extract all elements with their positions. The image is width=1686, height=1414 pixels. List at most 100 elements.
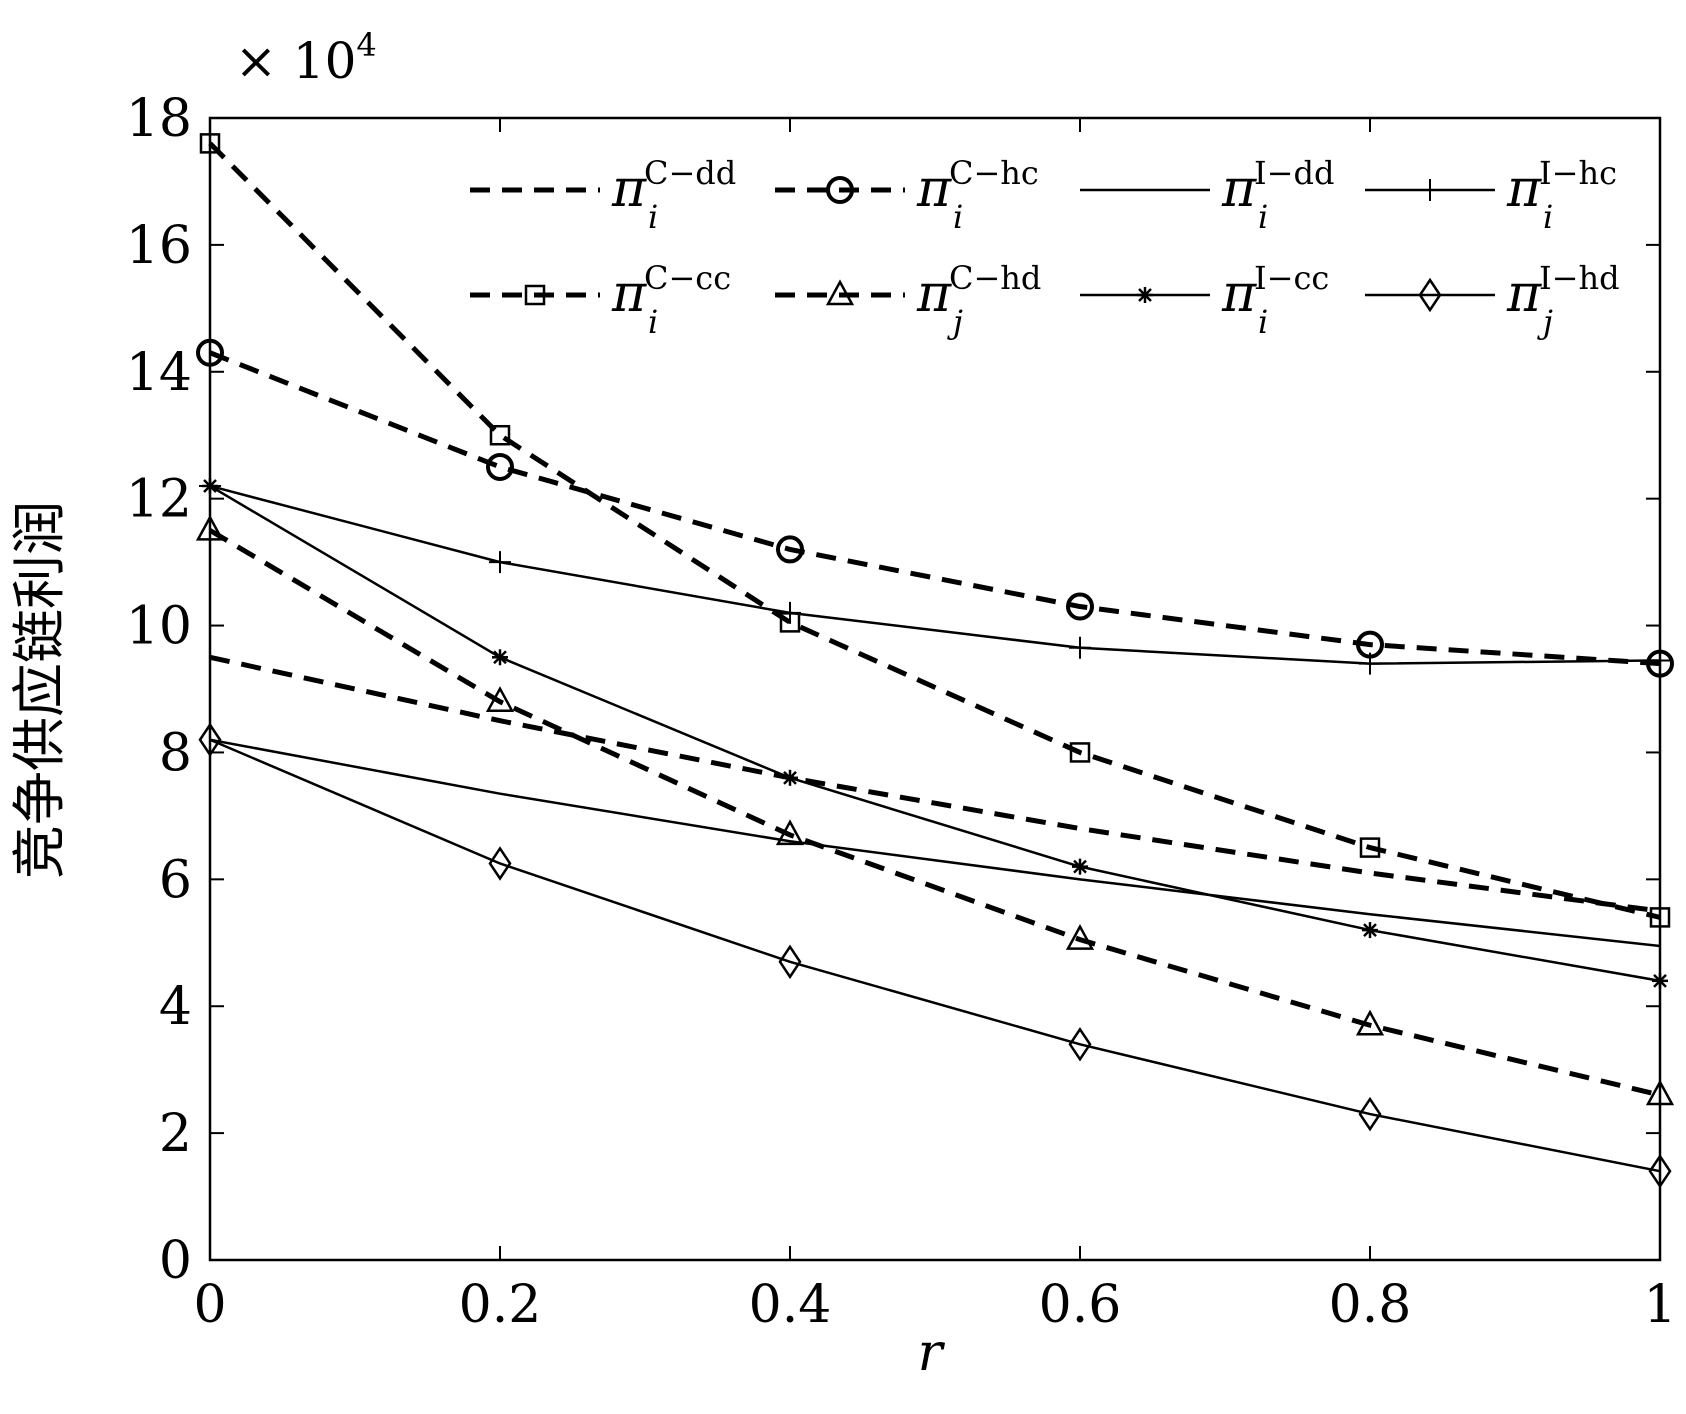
x-tick-label: 0.4	[749, 1275, 832, 1335]
series-cdd-i	[209, 654, 1661, 914]
y-tick-label: 6	[159, 850, 192, 910]
x-tick-label: 0	[193, 1275, 226, 1335]
legend-entry: πC−hc i	[775, 154, 1039, 236]
data-point	[776, 535, 804, 564]
data-point	[1362, 922, 1378, 939]
y-tick-label: 16	[126, 216, 192, 276]
legend-superscript: I−cc	[1254, 259, 1329, 297]
plot-frame	[208, 116, 1662, 1262]
legend-subscript: i	[953, 198, 963, 236]
legend-marker	[524, 284, 546, 306]
data-point	[1648, 1153, 1672, 1189]
data-point	[488, 846, 512, 881]
y-tick-label: 0	[159, 1231, 192, 1291]
data-point	[1649, 907, 1671, 928]
legend-superscript: C−dd	[644, 154, 736, 192]
data-point	[1359, 837, 1381, 858]
legend-symbol: π	[611, 159, 647, 219]
series-icc-i	[202, 477, 1668, 989]
legend-superscript: I−hc	[1539, 154, 1617, 192]
y-axis-label: 竞争供应链利润	[8, 501, 71, 879]
legend-entry: πI−cc i	[1080, 259, 1329, 341]
legend-symbol: π	[916, 264, 952, 324]
data-point	[486, 452, 514, 481]
data-point	[1069, 742, 1091, 763]
legend-marker	[1418, 277, 1442, 313]
series-line	[209, 738, 1661, 1173]
x-axis-label: r	[918, 1323, 946, 1383]
series-idd-i	[209, 738, 1661, 948]
y-multiplier-exponent: 4	[356, 26, 376, 64]
data-point	[775, 819, 805, 846]
data-point	[1068, 1027, 1092, 1062]
series-ihc-i	[199, 474, 1671, 675]
x-tick-label: 0.8	[1329, 1275, 1412, 1335]
legend-superscript: C−hc	[949, 154, 1039, 192]
legend-marker	[1419, 179, 1441, 201]
legend-subscript: i	[1543, 198, 1553, 236]
x-tick-label: 0.2	[459, 1275, 542, 1335]
legend-symbol: π	[1221, 159, 1257, 219]
data-point	[1645, 1079, 1675, 1106]
data-point	[1072, 858, 1088, 875]
legend-symbol: π	[1506, 159, 1542, 219]
legend-superscript: C−hd	[949, 259, 1041, 297]
series-line	[209, 484, 1661, 665]
legend-entry: πC−hdj	[775, 259, 1041, 341]
y-tick-label: 14	[126, 343, 192, 403]
series-line	[208, 528, 1661, 1098]
legend-marker	[826, 176, 854, 204]
legend-symbol: π	[916, 159, 952, 219]
data-point	[196, 338, 224, 367]
legend-subscript: i	[648, 303, 658, 341]
legend-entry: πI−hdj	[1365, 259, 1620, 341]
series-chd-j	[195, 514, 1675, 1106]
x-tick-label: 0.6	[1039, 1275, 1122, 1335]
data-point	[1065, 923, 1095, 950]
legend-superscript: C−cc	[644, 259, 731, 297]
series-ihd-j	[198, 722, 1672, 1189]
series-line	[208, 141, 1661, 920]
legend-subscript: i	[1258, 198, 1268, 236]
legend-subscript: i	[1258, 303, 1268, 341]
data-point	[489, 551, 511, 574]
legend-superscript: I−dd	[1254, 154, 1334, 192]
series-chc-i	[196, 338, 1674, 678]
data-point	[1069, 636, 1091, 659]
legend-marker	[825, 279, 855, 306]
legend-symbol: π	[611, 264, 647, 324]
legend-symbol: π	[1221, 264, 1257, 324]
data-point	[1649, 649, 1671, 672]
y-multiplier-base: × 10	[235, 32, 356, 90]
y-tick-label: 2	[159, 1104, 192, 1164]
data-point	[492, 649, 508, 666]
y-tick-label: 4	[159, 977, 192, 1037]
data-point	[199, 133, 221, 154]
series-ccc-i	[199, 133, 1671, 928]
data-point	[489, 424, 511, 446]
y-multiplier: × 104	[235, 26, 377, 90]
data-point	[779, 612, 801, 633]
data-point	[202, 477, 218, 494]
legend-marker	[1137, 287, 1153, 303]
y-tick-label: 18	[126, 89, 192, 149]
series-line	[209, 738, 1661, 948]
data-point	[1358, 1096, 1382, 1132]
legend-entry: πI−dd i	[1080, 154, 1334, 236]
data-point	[198, 722, 222, 758]
data-point	[1066, 592, 1094, 621]
legend-entry: πC−dd i	[470, 154, 736, 236]
legend-entry: πI−hc i	[1365, 154, 1617, 236]
series-line	[209, 350, 1661, 667]
data-point	[1355, 1009, 1385, 1036]
y-tick-label: 8	[159, 723, 192, 783]
x-tick-label: 1	[1643, 1275, 1676, 1335]
y-tick-label: 12	[126, 470, 192, 530]
legend-symbol: π	[1506, 264, 1542, 324]
data-point	[195, 514, 225, 541]
legend-superscript: I−hd	[1539, 259, 1620, 297]
series-line	[209, 484, 1661, 983]
